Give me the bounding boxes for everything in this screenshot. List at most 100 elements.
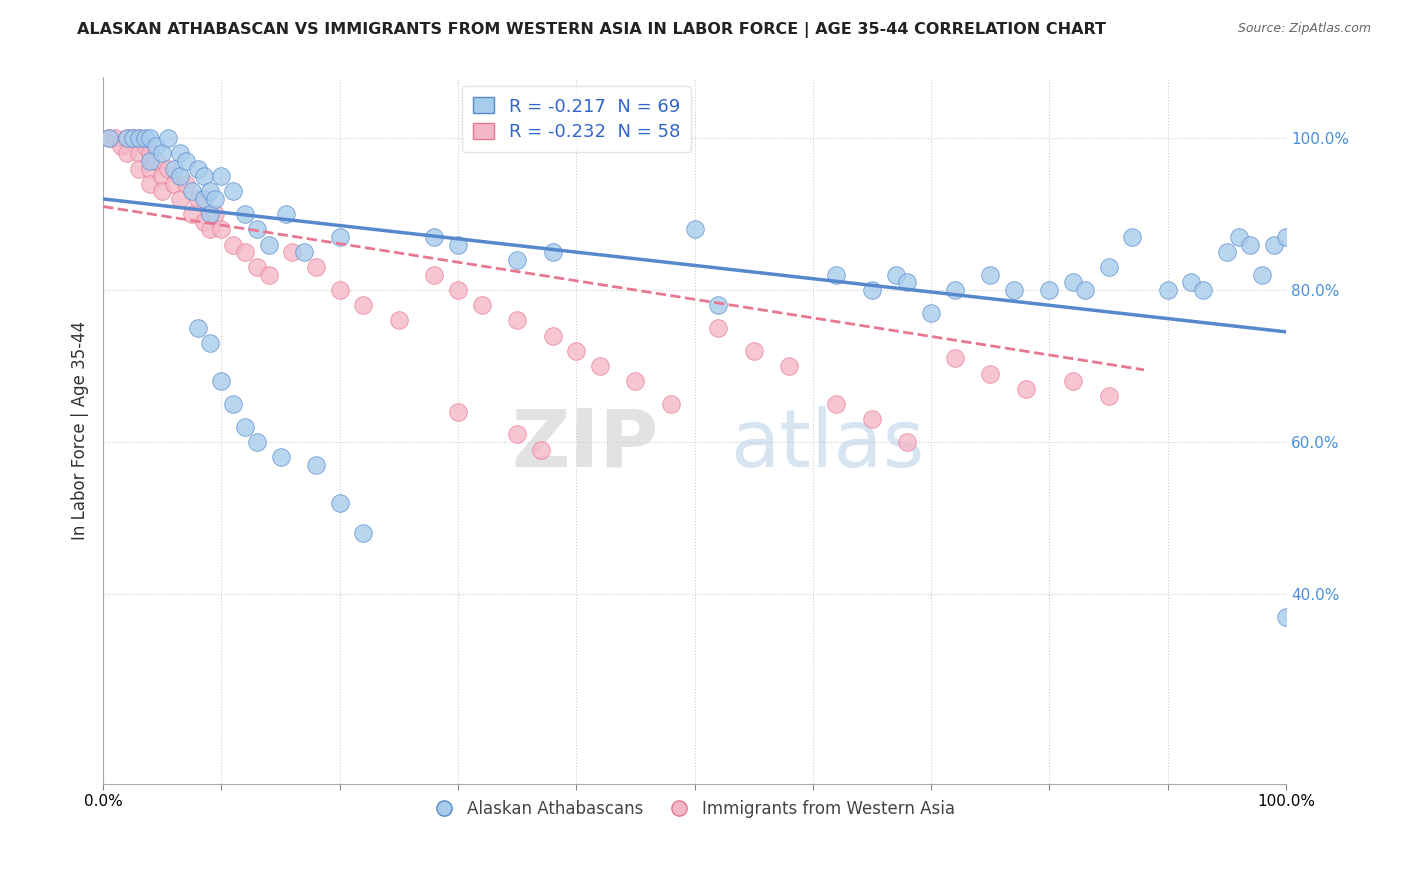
Point bbox=[174, 153, 197, 168]
Point bbox=[471, 298, 494, 312]
Point bbox=[659, 397, 682, 411]
Point bbox=[541, 245, 564, 260]
Point bbox=[1251, 268, 1274, 282]
Point bbox=[541, 328, 564, 343]
Point bbox=[169, 192, 191, 206]
Point bbox=[233, 207, 256, 221]
Point bbox=[506, 427, 529, 442]
Point bbox=[447, 283, 470, 297]
Point bbox=[305, 260, 328, 275]
Point bbox=[1062, 374, 1084, 388]
Point bbox=[329, 230, 352, 244]
Point bbox=[270, 450, 292, 465]
Point bbox=[1227, 230, 1250, 244]
Point bbox=[128, 146, 150, 161]
Point bbox=[121, 131, 143, 145]
Point bbox=[1275, 230, 1298, 244]
Point bbox=[233, 419, 256, 434]
Point bbox=[707, 321, 730, 335]
Point bbox=[329, 496, 352, 510]
Point bbox=[565, 343, 588, 358]
Point bbox=[139, 131, 162, 145]
Point bbox=[1156, 283, 1178, 297]
Point bbox=[1002, 283, 1025, 297]
Point bbox=[1216, 245, 1239, 260]
Point bbox=[180, 185, 202, 199]
Point bbox=[180, 207, 202, 221]
Point bbox=[121, 131, 143, 145]
Point bbox=[329, 283, 352, 297]
Point bbox=[246, 222, 269, 236]
Point bbox=[1239, 237, 1261, 252]
Point bbox=[530, 442, 553, 457]
Text: Source: ZipAtlas.com: Source: ZipAtlas.com bbox=[1237, 22, 1371, 36]
Point bbox=[128, 131, 150, 145]
Point bbox=[209, 169, 232, 183]
Point bbox=[860, 283, 883, 297]
Point bbox=[150, 146, 173, 161]
Point bbox=[150, 185, 173, 199]
Point bbox=[163, 177, 186, 191]
Point bbox=[174, 177, 197, 191]
Point bbox=[222, 237, 245, 252]
Point bbox=[979, 268, 1001, 282]
Point bbox=[169, 169, 191, 183]
Point bbox=[157, 131, 180, 145]
Point bbox=[920, 306, 942, 320]
Point bbox=[110, 138, 132, 153]
Point bbox=[979, 367, 1001, 381]
Point bbox=[1074, 283, 1097, 297]
Point bbox=[423, 268, 446, 282]
Point bbox=[1015, 382, 1038, 396]
Point bbox=[139, 177, 162, 191]
Point bbox=[896, 434, 918, 449]
Point bbox=[98, 131, 121, 145]
Point bbox=[1263, 237, 1285, 252]
Text: ZIP: ZIP bbox=[512, 406, 659, 483]
Point bbox=[187, 161, 209, 176]
Point bbox=[187, 192, 209, 206]
Point bbox=[884, 268, 907, 282]
Point bbox=[1038, 283, 1060, 297]
Point bbox=[246, 260, 269, 275]
Point bbox=[624, 374, 647, 388]
Point bbox=[276, 207, 298, 221]
Point bbox=[707, 298, 730, 312]
Point bbox=[825, 397, 848, 411]
Point bbox=[134, 138, 156, 153]
Point bbox=[222, 185, 245, 199]
Point bbox=[860, 412, 883, 426]
Point bbox=[128, 161, 150, 176]
Point bbox=[257, 237, 280, 252]
Point bbox=[1097, 260, 1119, 275]
Point bbox=[447, 237, 470, 252]
Point bbox=[683, 222, 706, 236]
Point bbox=[292, 245, 315, 260]
Point bbox=[139, 146, 162, 161]
Point bbox=[1062, 276, 1084, 290]
Point bbox=[198, 207, 221, 221]
Point bbox=[233, 245, 256, 260]
Point bbox=[943, 283, 966, 297]
Point bbox=[193, 169, 215, 183]
Point bbox=[198, 336, 221, 351]
Legend: Alaskan Athabascans, Immigrants from Western Asia: Alaskan Athabascans, Immigrants from Wes… bbox=[427, 794, 962, 825]
Point bbox=[134, 131, 156, 145]
Point bbox=[193, 192, 215, 206]
Point bbox=[305, 458, 328, 472]
Point bbox=[506, 252, 529, 267]
Point bbox=[198, 185, 221, 199]
Point bbox=[742, 343, 765, 358]
Y-axis label: In Labor Force | Age 35-44: In Labor Force | Age 35-44 bbox=[72, 321, 89, 541]
Point bbox=[169, 146, 191, 161]
Point bbox=[1180, 276, 1202, 290]
Point bbox=[139, 153, 162, 168]
Point bbox=[246, 434, 269, 449]
Point bbox=[222, 397, 245, 411]
Point bbox=[388, 313, 411, 327]
Point bbox=[128, 131, 150, 145]
Point bbox=[281, 245, 304, 260]
Point bbox=[115, 146, 138, 161]
Point bbox=[423, 230, 446, 244]
Point bbox=[193, 215, 215, 229]
